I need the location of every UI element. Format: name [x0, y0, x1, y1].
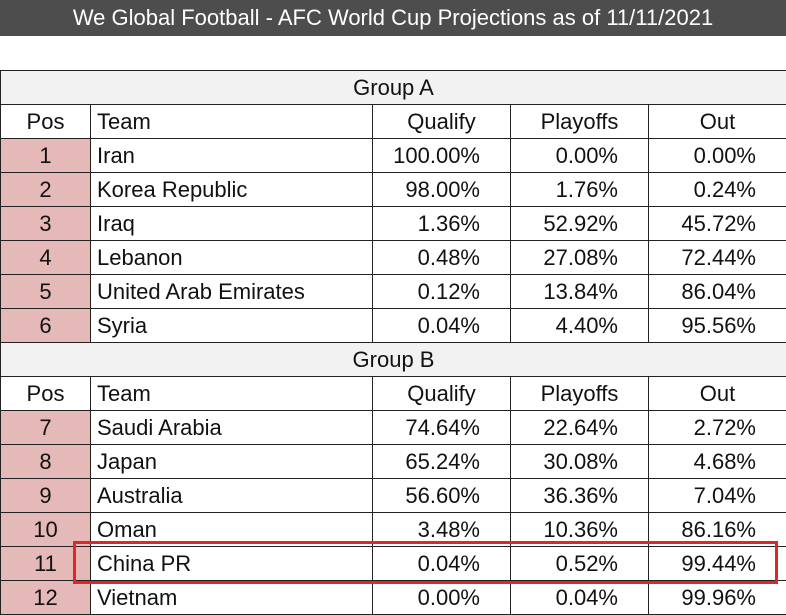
- team-name: Vietnam: [91, 581, 373, 615]
- column-header: Team: [91, 105, 373, 139]
- team-name: Japan: [91, 445, 373, 479]
- probability: 100.00%: [373, 139, 511, 173]
- probability: 86.04%: [649, 275, 786, 309]
- team-name: Iran: [91, 139, 373, 173]
- column-header: Out: [649, 105, 786, 139]
- probability: 56.60%: [373, 479, 511, 513]
- group-name: Group A: [1, 71, 786, 105]
- position: 4: [1, 241, 91, 275]
- position: 10: [1, 513, 91, 547]
- probability: 36.36%: [511, 479, 649, 513]
- group-name: Group B: [1, 343, 786, 377]
- column-header: Playoffs: [511, 377, 649, 411]
- position: 7: [1, 411, 91, 445]
- position: 9: [1, 479, 91, 513]
- probability: 22.64%: [511, 411, 649, 445]
- probability: 45.72%: [649, 207, 786, 241]
- probability: 0.00%: [649, 139, 786, 173]
- team-name: United Arab Emirates: [91, 275, 373, 309]
- probability: 3.48%: [373, 513, 511, 547]
- probability: 7.04%: [649, 479, 786, 513]
- column-header: Qualify: [373, 105, 511, 139]
- probability: 0.48%: [373, 241, 511, 275]
- position: 1: [1, 139, 91, 173]
- column-header: Pos: [1, 105, 91, 139]
- team-name: Syria: [91, 309, 373, 343]
- position: 12: [1, 581, 91, 615]
- column-header: Qualify: [373, 377, 511, 411]
- probability: 0.00%: [373, 581, 511, 615]
- probability: 0.52%: [511, 547, 649, 581]
- probability: 72.44%: [649, 241, 786, 275]
- probability: 98.00%: [373, 173, 511, 207]
- column-header: Pos: [1, 377, 91, 411]
- probability: 0.12%: [373, 275, 511, 309]
- probability: 10.36%: [511, 513, 649, 547]
- team-name: Korea Republic: [91, 173, 373, 207]
- probability: 2.72%: [649, 411, 786, 445]
- probability: 86.16%: [649, 513, 786, 547]
- probability: 30.08%: [511, 445, 649, 479]
- probability: 1.76%: [511, 173, 649, 207]
- position: 5: [1, 275, 91, 309]
- column-header: Playoffs: [511, 105, 649, 139]
- group-row: Group B: [1, 343, 786, 377]
- probability: 4.40%: [511, 309, 649, 343]
- probability: 74.64%: [373, 411, 511, 445]
- probability: 0.04%: [373, 547, 511, 581]
- group-row: Group A: [1, 71, 786, 105]
- position: 6: [1, 309, 91, 343]
- probability: 4.68%: [649, 445, 786, 479]
- probability: 99.96%: [649, 581, 786, 615]
- team-name: Lebanon: [91, 241, 373, 275]
- probability: 95.56%: [649, 309, 786, 343]
- probability: 0.00%: [511, 139, 649, 173]
- position: 8: [1, 445, 91, 479]
- position: 2: [1, 173, 91, 207]
- column-header: Team: [91, 377, 373, 411]
- probability: 52.92%: [511, 207, 649, 241]
- column-header: Out: [649, 377, 786, 411]
- team-name: China PR: [91, 547, 373, 581]
- probability: 13.84%: [511, 275, 649, 309]
- team-name: Australia: [91, 479, 373, 513]
- probability: 99.44%: [649, 547, 786, 581]
- probability: 27.08%: [511, 241, 649, 275]
- title-bar: We Global Football - AFC World Cup Proje…: [0, 0, 786, 36]
- position: 3: [1, 207, 91, 241]
- probability: 0.04%: [511, 581, 649, 615]
- probability: 0.04%: [373, 309, 511, 343]
- position: 11: [1, 547, 91, 581]
- probability: 65.24%: [373, 445, 511, 479]
- team-name: Oman: [91, 513, 373, 547]
- probability: 1.36%: [373, 207, 511, 241]
- team-name: Iraq: [91, 207, 373, 241]
- team-name: Saudi Arabia: [91, 411, 373, 445]
- probability: 0.24%: [649, 173, 786, 207]
